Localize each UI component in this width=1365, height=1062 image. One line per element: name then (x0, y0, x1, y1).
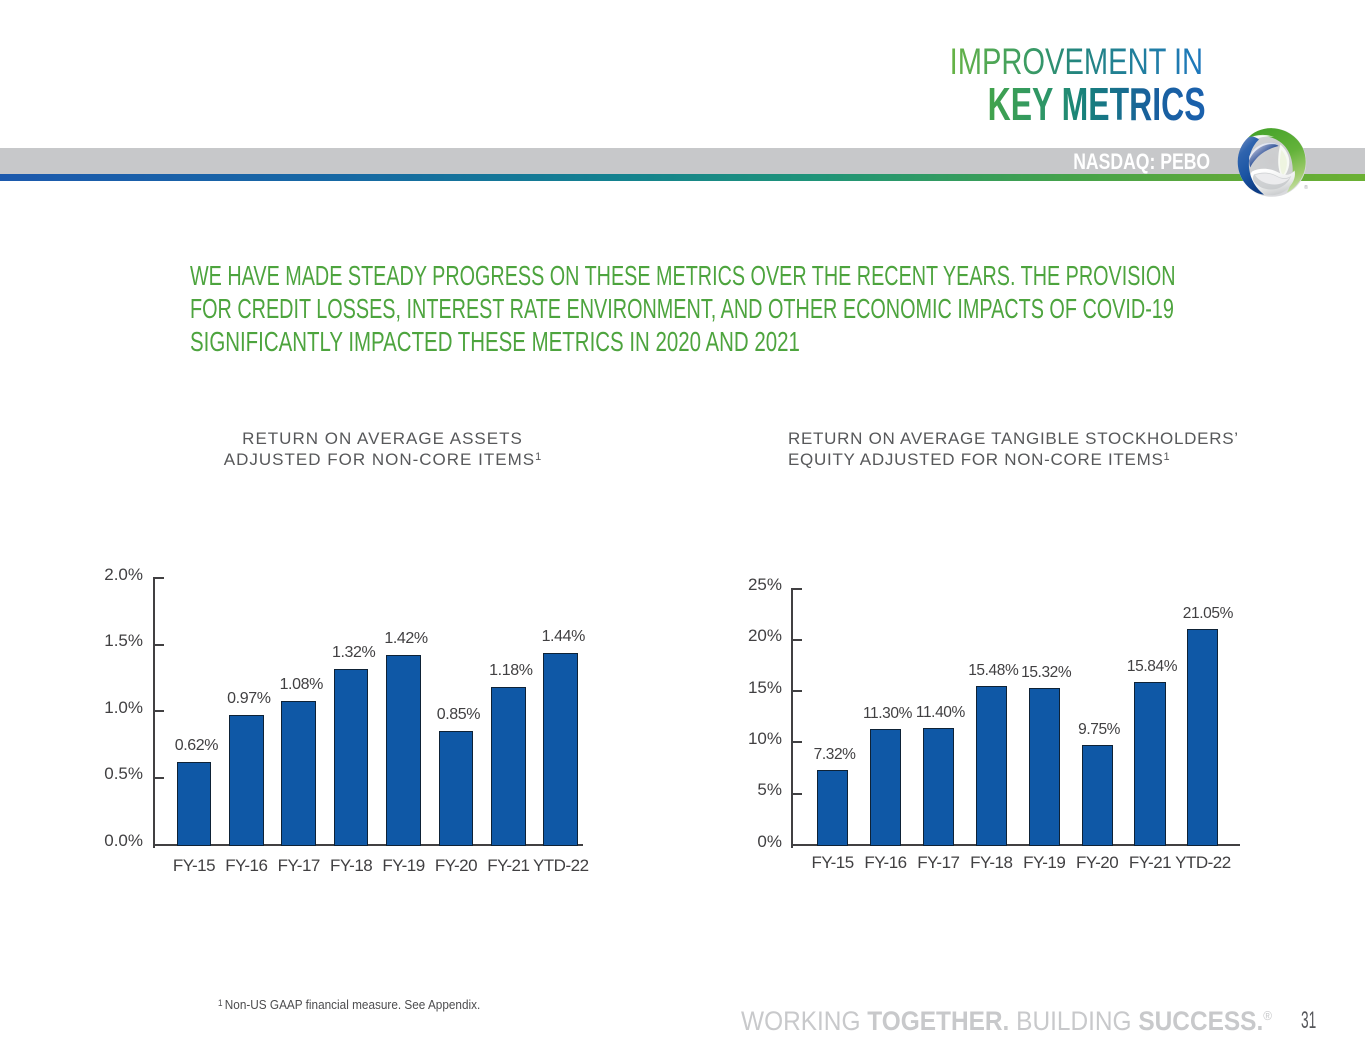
svg-text:®: ® (1304, 184, 1308, 191)
